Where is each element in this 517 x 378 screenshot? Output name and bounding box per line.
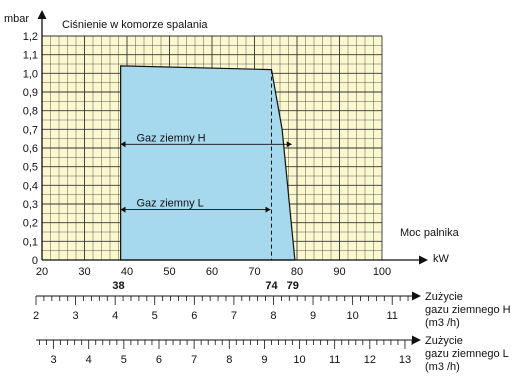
highlight-tick-label: 74 [265,280,278,292]
x-tick-label: 80 [291,266,303,278]
highlight-tick-label: 38 [112,280,124,292]
secondary-tick-label: 11 [329,354,340,366]
secondary-tick-label: 11 [386,310,397,322]
secondary-tick-label: 10 [347,310,359,322]
annotation-arrowhead [265,206,271,213]
secondary-axis-arrow [412,335,421,345]
annotation-arrowhead [120,141,126,148]
x-tick-label: 30 [78,266,90,278]
y-tick-label: 0,9 [23,87,38,99]
y-tick-label: 0 [32,255,38,267]
y-tick-label: 0,4 [23,180,38,192]
secondary-tick-label: 4 [86,354,92,366]
secondary-tick-label: 13 [399,354,411,366]
annotation-label-bg [133,197,207,208]
secondary-axis-arrow [412,291,421,301]
annotation-label: Gaz ziemny H [137,132,206,144]
y-tick-label: 0,2 [23,218,38,230]
secondary-tick-label: 8 [270,310,276,322]
secondary-tick-label: 2 [33,310,39,322]
x-tick-label: 50 [163,266,175,278]
secondary-axis-label: gazu ziemnego H [425,304,511,316]
tick-labels: 20 30 40 50 60 70 80 90 100 0 0,1 0,2 0,3 0,4 0,5 0,6 0,… [23,31,391,292]
annotations: Gaz ziemny H Gaz ziemny L [120,69,292,260]
operating-range-area [120,65,296,261]
y-tick-label: 1,1 [23,50,38,62]
secondary-tick-label: 7 [231,310,237,322]
annotation-arrowhead [120,206,126,213]
secondary-tick-label: 12 [364,354,376,366]
secondary-tick-label: 6 [191,310,197,322]
secondary-tick-label: 3 [51,354,57,366]
highlight-tick-label: 79 [287,280,299,292]
x-tick-label: 40 [121,266,133,278]
x-tick-label: 70 [248,266,260,278]
secondary-tick-label: 9 [310,310,316,322]
y-tick-label: 1,0 [23,68,38,80]
x-axis-unit: kW [433,253,450,265]
x-axis-arrow [419,255,428,265]
y-tick-label: 0,5 [23,162,38,174]
y-tick-label: 0,6 [23,143,38,155]
secondary-axis-label: (m3 /h) [425,361,460,373]
y-tick-label: 0,8 [23,106,38,118]
annotation-arrowhead [286,141,292,148]
annotation-label-bg [133,132,207,143]
secondary-tick-label: 3 [73,310,79,322]
x-axis-label: Moc palnika [400,227,460,239]
secondary-tick-label: 6 [156,354,162,366]
secondary-tick-label: 7 [191,354,197,366]
secondary-tick-label: 10 [293,354,305,366]
secondary-tick-label: 4 [112,310,118,322]
axes [37,10,428,265]
secondary-axis-label: (m3 /h) [425,317,460,329]
secondary-tick-label: 5 [152,310,158,322]
y-tick-label: 0,7 [23,124,38,136]
secondary-tick-label: 9 [261,354,267,366]
secondary-axis-label: Zużycie [425,291,463,303]
annotation-label: Gaz ziemny L [137,198,204,210]
y-tick-label: 1,2 [23,31,38,43]
y-axis-label: mbar [4,13,29,25]
y-axis-arrow [37,10,47,19]
x-tick-label: 60 [206,266,218,278]
x-tick-label: 90 [333,266,345,278]
x-tick-label: 20 [36,266,48,278]
secondary-axis-label: gazu ziemnego L [425,348,509,360]
secondary-tick-label: 8 [226,354,232,366]
secondary-tick-label: 5 [121,354,127,366]
x-tick-label: 100 [373,266,391,278]
y-tick-label: 0,1 [23,236,38,248]
chart-title: Ciśnienie w komorze spalania [62,19,208,31]
y-tick-label: 0,3 [23,199,38,211]
secondary-axis-label: Zużycie [425,335,463,347]
